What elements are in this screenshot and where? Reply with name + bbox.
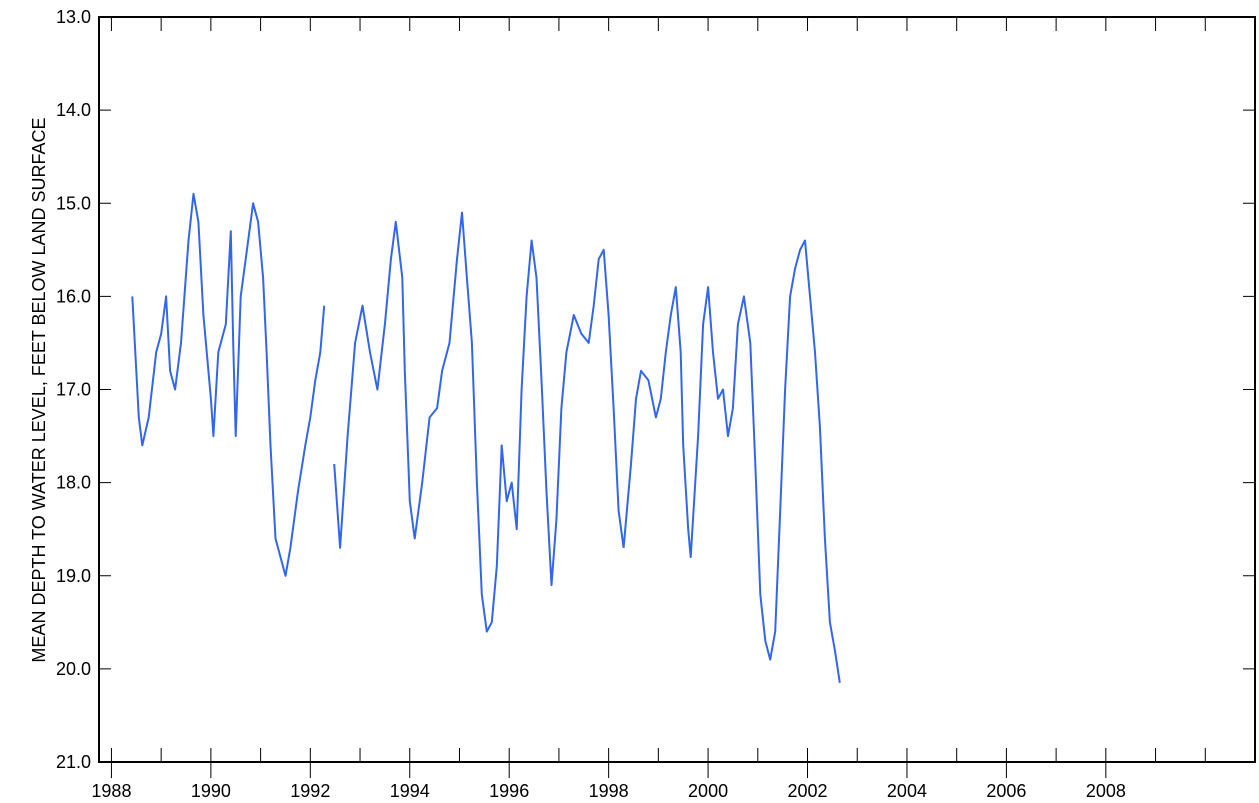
series-line-segment	[622, 239, 841, 683]
x-tick-label: 2004	[887, 781, 927, 801]
y-tick-label: 13.0	[56, 7, 91, 27]
y-axis-ticks: 13.0 14.0 15.0 16.0 17.0 18.0 19.0 20.0 21.0	[56, 7, 1255, 772]
x-axis-ticks: 1988 1990 1992 1994 1996 1998 2000 2002 2004 2006…	[91, 17, 1256, 801]
x-tick-label: 1996	[489, 781, 529, 801]
series-line-segment	[131, 192, 326, 577]
series-line-segment	[333, 211, 625, 633]
y-tick-label: 21.0	[56, 752, 91, 772]
y-tick-label: 19.0	[56, 566, 91, 586]
y-tick-label: 15.0	[56, 193, 91, 213]
x-tick-label: 2008	[1086, 781, 1126, 801]
x-tick-label: 1998	[589, 781, 629, 801]
x-tick-label: 2006	[986, 781, 1026, 801]
x-tick-label: 1990	[191, 781, 231, 801]
y-tick-label: 18.0	[56, 473, 91, 493]
x-tick-label: 1994	[390, 781, 430, 801]
x-tick-label: 2000	[688, 781, 728, 801]
y-tick-label: 14.0	[56, 100, 91, 120]
y-tick-label: 20.0	[56, 659, 91, 679]
plot-frame	[98, 16, 1256, 763]
series-layer	[131, 192, 841, 683]
x-tick-label: 1988	[91, 781, 131, 801]
y-axis-title: MEAN DEPTH TO WATER LEVEL, FEET BELOW LA…	[29, 117, 49, 662]
y-tick-label: 16.0	[56, 286, 91, 306]
x-tick-label: 2002	[787, 781, 827, 801]
x-tick-label: 1992	[290, 781, 330, 801]
y-tick-label: 17.0	[56, 380, 91, 400]
